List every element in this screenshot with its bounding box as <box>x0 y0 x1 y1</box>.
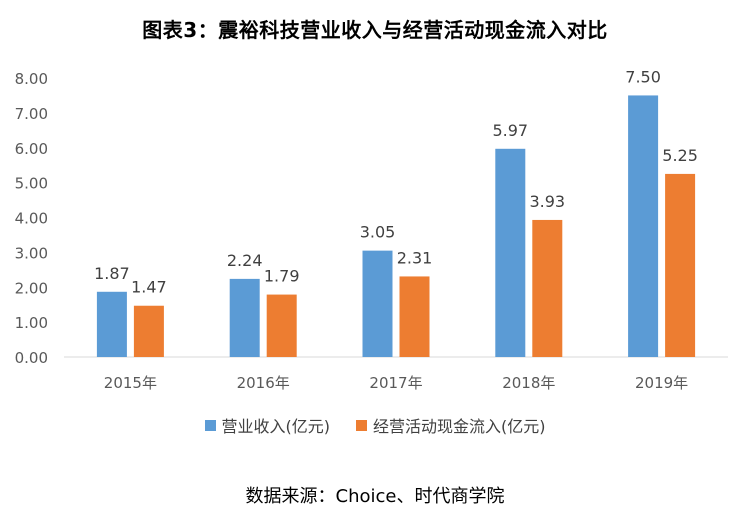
data-label-cashflow: 1.79 <box>264 267 300 286</box>
y-tick-label: 0.00 <box>15 349 48 367</box>
bar-cashflow <box>665 173 696 357</box>
x-tick-label: 2019年 <box>635 374 688 392</box>
chart-title: 图表3：震裕科技营业收入与经营活动现金流入对比 <box>142 18 608 42</box>
data-label-revenue: 3.05 <box>360 223 396 242</box>
data-source-note: 数据来源：Choice、时代商学院 <box>245 486 505 507</box>
data-label-cashflow: 5.25 <box>662 146 698 165</box>
data-label-revenue: 1.87 <box>94 264 130 283</box>
legend-item-revenue: 营业收入(亿元) <box>204 413 331 437</box>
bar-cashflow <box>133 305 164 357</box>
y-tick-label: 6.00 <box>15 140 48 158</box>
legend-label-cashflow: 经营活动现金流入(亿元) <box>373 417 546 436</box>
data-label-cashflow: 3.93 <box>529 192 565 211</box>
x-tick-label: 2015年 <box>104 374 157 392</box>
y-tick-label: 4.00 <box>15 210 48 228</box>
y-tick-label: 2.00 <box>15 279 48 297</box>
y-tick-label: 7.00 <box>15 105 48 123</box>
bar-revenue <box>229 278 260 357</box>
y-tick-label: 8.00 <box>15 70 48 88</box>
x-tick-label: 2018年 <box>502 374 555 392</box>
y-tick-label: 3.00 <box>15 244 48 262</box>
data-label-revenue: 5.97 <box>492 121 528 140</box>
x-tick-label: 2017年 <box>369 374 422 392</box>
bar-cashflow <box>399 276 430 357</box>
x-tick-label: 2016年 <box>237 374 290 392</box>
legend-item-cashflow: 经营活动现金流入(亿元) <box>356 413 546 437</box>
bar-revenue <box>362 250 393 357</box>
bar-revenue <box>628 95 659 357</box>
data-label-revenue: 7.50 <box>625 67 661 86</box>
legend-label-revenue: 营业收入(亿元) <box>221 417 331 436</box>
bar-cashflow <box>532 219 563 357</box>
data-label-cashflow: 2.31 <box>397 248 433 267</box>
data-label-revenue: 2.24 <box>227 251 263 270</box>
y-tick-label: 1.00 <box>15 314 48 332</box>
bar-revenue <box>495 148 526 357</box>
chart-legend: 营业收入(亿元) 经营活动现金流入(亿元) <box>0 413 750 437</box>
bar-revenue <box>96 291 127 357</box>
bar-cashflow <box>266 294 297 357</box>
data-label-cashflow: 1.47 <box>131 278 167 297</box>
y-tick-label: 5.00 <box>15 175 48 193</box>
legend-swatch-revenue <box>204 419 216 431</box>
legend-swatch-cashflow <box>356 419 367 431</box>
